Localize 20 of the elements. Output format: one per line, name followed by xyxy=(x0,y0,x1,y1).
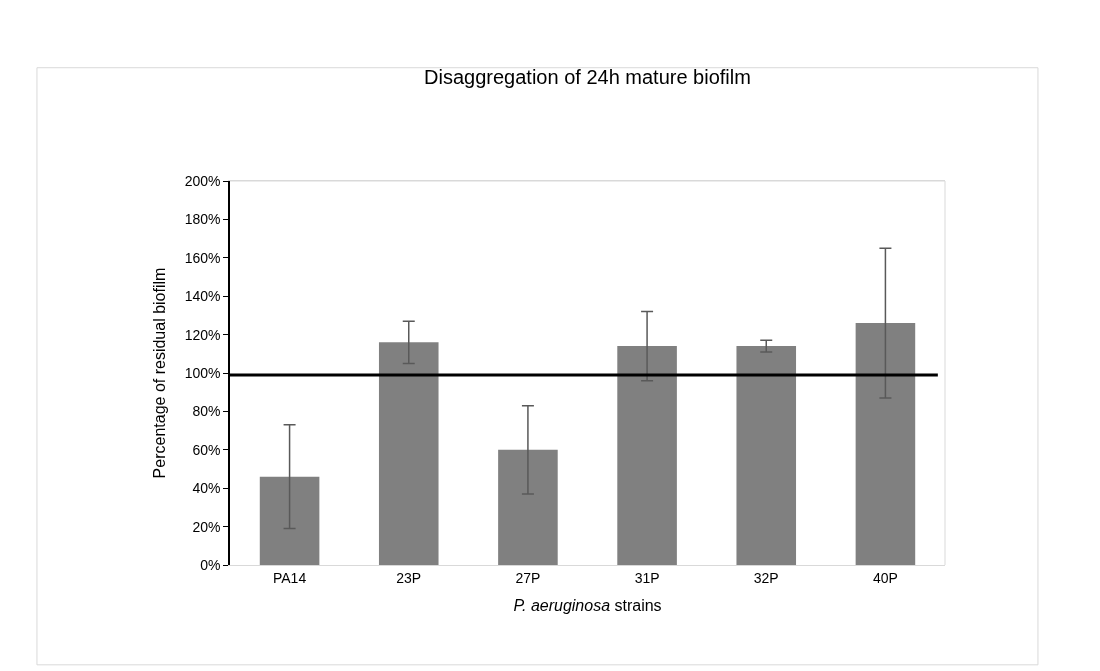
x-tick-label: PA14 xyxy=(272,569,307,586)
y-tick-label: 100% xyxy=(184,364,221,381)
y-tick-label: 40% xyxy=(192,480,221,497)
x-axis-title: P. aeruginosa strains xyxy=(513,597,662,615)
chart-title: Disaggregation of 24h mature biofilm xyxy=(424,66,751,89)
x-tick-label: 27P xyxy=(515,569,541,586)
y-tick-label: 120% xyxy=(184,326,221,343)
x-tick-label: 40P xyxy=(872,569,898,586)
y-tick-label: 20% xyxy=(192,518,221,535)
y-tick-label: 80% xyxy=(192,403,221,420)
y-tick-label: 0% xyxy=(200,556,221,573)
x-tick-label: 32P xyxy=(753,569,779,586)
y-tick-label: 60% xyxy=(192,441,221,458)
y-tick-label: 180% xyxy=(184,211,221,228)
x-tick-label: 23P xyxy=(396,569,422,586)
y-tick-label: 200% xyxy=(184,172,221,189)
y-axis-title: Percentage of residual biofilm xyxy=(151,267,169,479)
y-tick-label: 160% xyxy=(184,249,221,266)
x-tick-label: 31P xyxy=(634,569,660,586)
y-tick-label: 140% xyxy=(184,288,221,305)
